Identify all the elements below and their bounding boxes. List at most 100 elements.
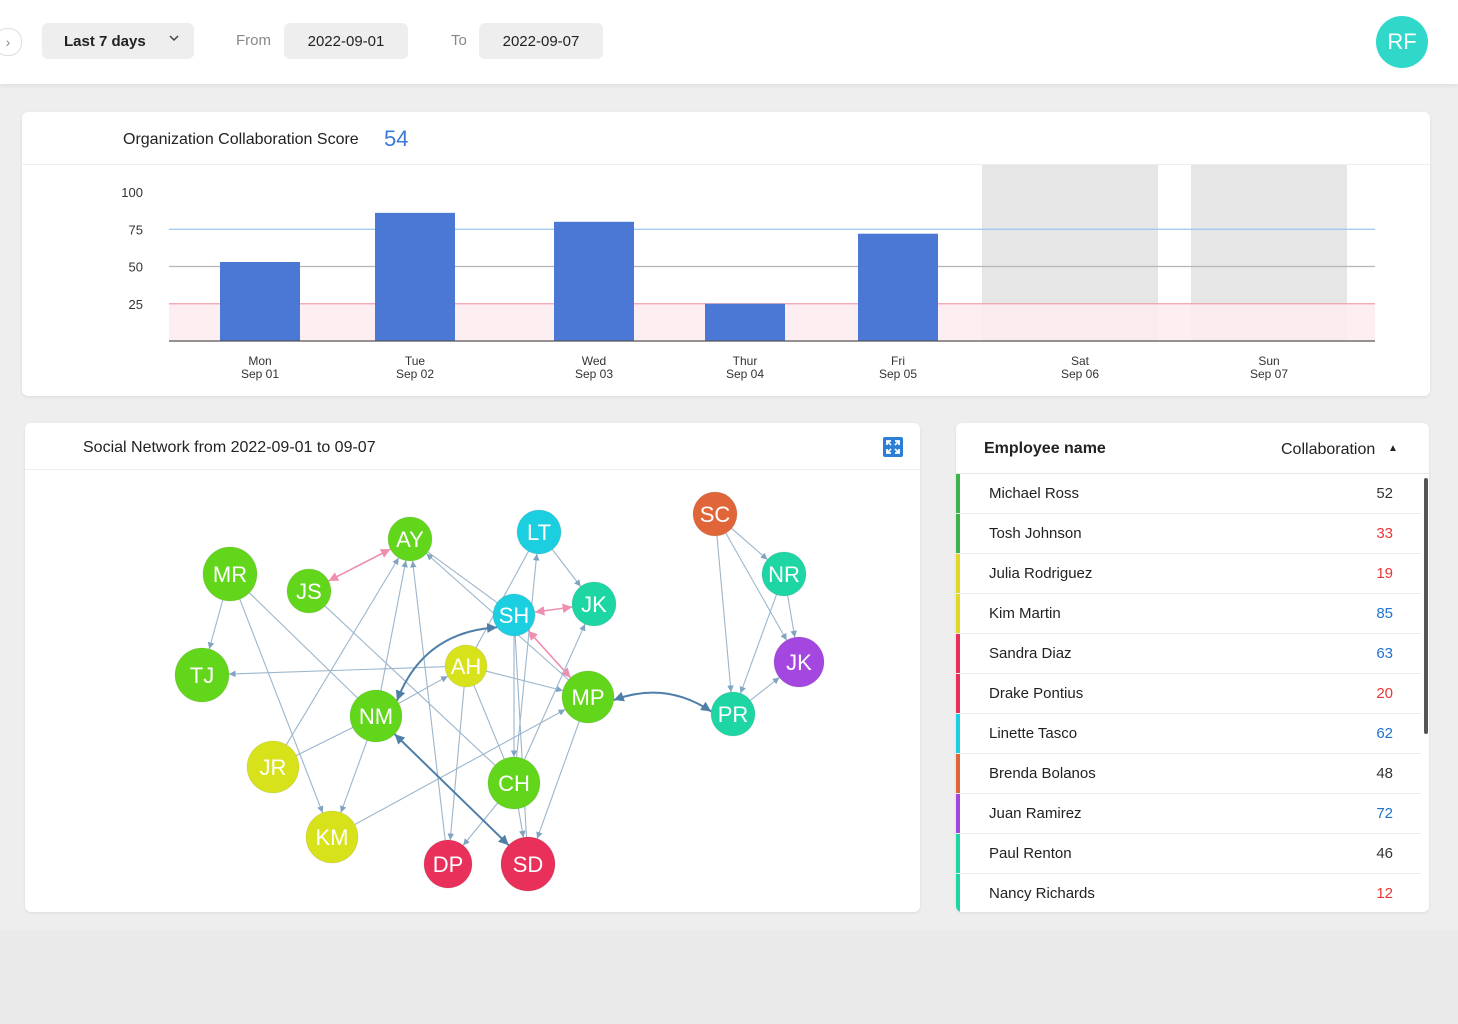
x-tick-day: Sat: [1071, 354, 1090, 368]
x-tick-day: Thur: [733, 354, 758, 368]
x-tick-date: Sep 07: [1250, 367, 1288, 381]
network-edge: [739, 594, 777, 694]
network-edge: [725, 532, 788, 641]
bar-fri[interactable]: [858, 233, 938, 341]
network-edge: [527, 630, 572, 679]
network-node-nr[interactable]: NR: [761, 551, 807, 597]
strong-edge: [613, 691, 712, 713]
network-node-pr[interactable]: PR: [710, 691, 756, 737]
table-row[interactable]: Paul Renton 46: [956, 834, 1421, 874]
network-edge: [551, 549, 582, 587]
network-edge: [462, 802, 499, 846]
from-date-input[interactable]: 2022-09-01: [284, 23, 408, 59]
table-row[interactable]: Sandra Diaz 63: [956, 634, 1421, 674]
network-node-jk2[interactable]: JK: [773, 636, 825, 688]
network-node-sc[interactable]: SC: [692, 491, 738, 537]
bar-wed[interactable]: [554, 221, 634, 341]
svg-text:JR: JR: [260, 755, 287, 780]
network-node-mr[interactable]: MR: [202, 546, 258, 602]
row-color-indicator: [956, 794, 960, 833]
network-node-mp[interactable]: MP: [561, 670, 615, 724]
to-date-input[interactable]: 2022-09-07: [479, 23, 603, 59]
table-row[interactable]: Julia Rodriguez 19: [956, 554, 1421, 594]
network-node-ah[interactable]: AH: [444, 644, 488, 688]
svg-text:AH: AH: [451, 654, 482, 679]
x-tick-day: Wed: [582, 354, 606, 368]
employee-name: Kim Martin: [989, 605, 1061, 622]
strong-edge: [395, 623, 498, 702]
social-network-graph[interactable]: MR JS AY LT SH JK TJ AH NM MP JR CH KM DP SD SC NR JK PR: [25, 423, 920, 912]
expand-icon[interactable]: [883, 437, 903, 457]
divider: [22, 164, 1430, 165]
chevron-right-icon[interactable]: ›: [0, 28, 22, 56]
strong-edge: [393, 733, 510, 846]
network-edge: [296, 727, 353, 756]
network-node-tj[interactable]: TJ: [174, 647, 230, 703]
network-node-jk[interactable]: JK: [571, 581, 617, 627]
svg-text:MR: MR: [213, 562, 247, 587]
table-body: Michael Ross 52 Tosh Johnson 33 Julia Rodrig…: [956, 474, 1421, 912]
network-edge: [410, 560, 446, 841]
row-color-indicator: [956, 554, 960, 593]
x-tick-day: Fri: [891, 354, 905, 368]
top-toolbar: › Last 7 days From 2022-09-01 To 2022-09…: [0, 0, 1458, 84]
network-edge: [524, 623, 586, 760]
x-tick-date: Sep 02: [396, 367, 434, 381]
svg-text:JK: JK: [581, 592, 607, 617]
svg-text:AY: AY: [396, 527, 424, 552]
collaboration-value: 52: [1376, 485, 1393, 502]
column-header-collaboration[interactable]: Collaboration: [1281, 441, 1376, 458]
user-avatar[interactable]: RF: [1376, 16, 1428, 68]
network-node-sd[interactable]: SD: [500, 836, 556, 892]
svg-text:LT: LT: [527, 520, 551, 545]
network-node-km[interactable]: KM: [305, 810, 359, 864]
divider: [956, 473, 1429, 474]
network-node-ay[interactable]: AY: [387, 516, 433, 562]
column-header-employee-name[interactable]: Employee name: [984, 440, 1106, 457]
network-node-sh[interactable]: SH: [492, 593, 536, 637]
table-row[interactable]: Tosh Johnson 33: [956, 514, 1421, 554]
table-row[interactable]: Linette Tasco 62: [956, 714, 1421, 754]
network-node-dp[interactable]: DP: [423, 839, 473, 889]
table-row[interactable]: Brenda Bolanos 48: [956, 754, 1421, 794]
table-row[interactable]: Nancy Richards 12: [956, 874, 1421, 912]
network-node-jr[interactable]: JR: [246, 740, 300, 794]
employee-name: Nancy Richards: [989, 885, 1095, 902]
x-tick-date: Sep 04: [726, 367, 764, 381]
score-value: 54: [384, 126, 409, 151]
page-background: [0, 930, 1458, 1024]
employee-name: Julia Rodriguez: [989, 565, 1093, 582]
row-color-indicator: [956, 754, 960, 793]
employee-name: Juan Ramirez: [989, 805, 1082, 822]
bar-mon[interactable]: [220, 262, 300, 341]
sort-ascending-icon[interactable]: ▲: [1388, 443, 1398, 454]
bar-thur[interactable]: [705, 303, 785, 341]
network-edge: [536, 721, 580, 839]
network-edge: [517, 808, 526, 838]
network-node-ch[interactable]: CH: [487, 756, 541, 810]
network-node-nm[interactable]: NM: [349, 689, 403, 743]
svg-text:JK: JK: [786, 650, 812, 675]
table-row[interactable]: Michael Ross 52: [956, 474, 1421, 514]
table-row[interactable]: Juan Ramirez 72: [956, 794, 1421, 834]
date-range-dropdown[interactable]: Last 7 days: [42, 23, 194, 59]
network-node-lt[interactable]: LT: [516, 509, 562, 555]
employee-name: Sandra Diaz: [989, 645, 1072, 662]
date-range-label: Last 7 days: [64, 32, 146, 50]
chevron-down-icon: [168, 32, 180, 47]
bar-tue[interactable]: [375, 212, 455, 341]
table-row[interactable]: Kim Martin 85: [956, 594, 1421, 634]
svg-text:KM: KM: [316, 825, 349, 850]
svg-text:SC: SC: [700, 502, 731, 527]
network-edge: [207, 599, 224, 650]
divider: [25, 469, 920, 470]
table-scrollbar[interactable]: [1424, 478, 1428, 734]
collaboration-value: 33: [1376, 525, 1393, 542]
table-row[interactable]: Drake Pontius 20: [956, 674, 1421, 714]
svg-text:DP: DP: [433, 852, 464, 877]
network-node-js[interactable]: JS: [286, 568, 332, 614]
network-title: Social Network from 2022-09-01 to 09-07: [83, 439, 376, 456]
y-tick-label: 100: [121, 185, 143, 200]
x-tick-day: Mon: [248, 354, 271, 368]
